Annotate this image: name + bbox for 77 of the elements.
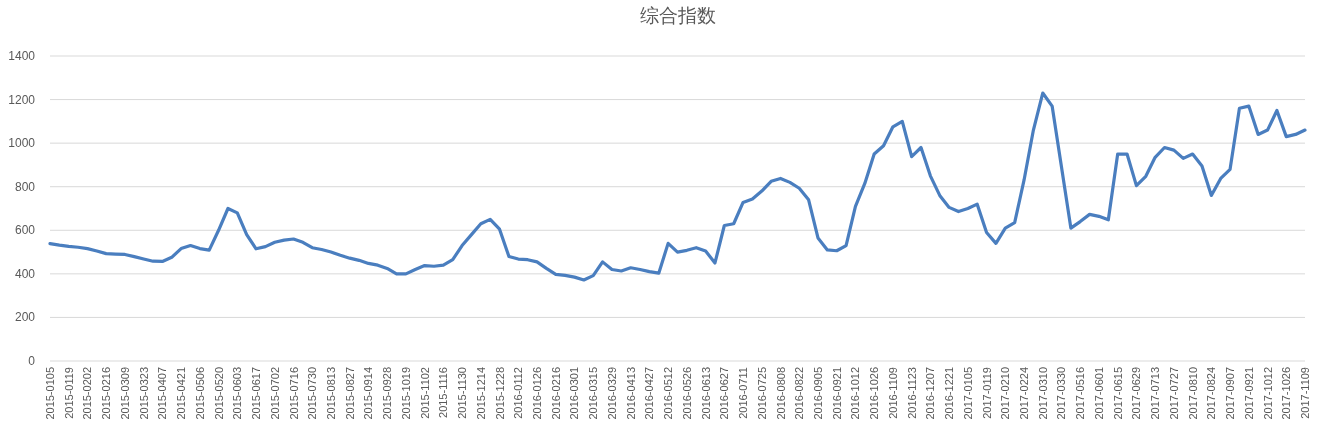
x-tick-label: 2015-0119: [62, 367, 75, 419]
x-tick-label: 2017-1026: [1280, 367, 1293, 420]
x-tick-label: 2016-0413: [624, 367, 637, 420]
x-tick-label: 2015-0506: [193, 367, 206, 420]
x-tick-label: 2016-0613: [699, 367, 712, 420]
x-tick-label: 2016-0526: [680, 367, 693, 420]
x-tick-label: 2015-0603: [231, 367, 244, 420]
x-tick-label: 2015-0730: [306, 367, 319, 420]
x-tick-label: 2015-0813: [324, 367, 337, 420]
x-tick-label: 2017-0105: [961, 367, 974, 420]
x-tick-label: 2016-0112: [512, 367, 525, 419]
x-tick-label: 2017-0810: [1186, 367, 1199, 420]
x-tick-label: 2015-1116: [437, 367, 450, 418]
y-tick-label: 1200: [8, 92, 36, 107]
x-tick-label: 2016-0921: [830, 367, 843, 420]
x-tick-label: 2015-0928: [381, 367, 394, 420]
x-tick-label: 2017-1012: [1261, 367, 1274, 420]
x-tick-label: 2015-0520: [212, 367, 225, 420]
x-tick-label: 2017-0713: [1149, 367, 1162, 420]
x-tick-label: 2015-0702: [268, 367, 281, 420]
x-tick-label: 2016-0822: [793, 367, 806, 420]
x-tick-label: 2017-1109: [1299, 367, 1311, 419]
x-tick-label: 2015-0716: [287, 367, 300, 420]
x-tick-label: 2016-0905: [811, 367, 824, 420]
y-tick-label: 1400: [8, 49, 36, 63]
x-tick-label: 2015-0309: [118, 367, 131, 420]
y-tick-label: 800: [14, 179, 36, 194]
x-tick-label: 2016-1026: [868, 367, 881, 420]
x-tick-label: 2016-1109: [886, 367, 899, 419]
x-tick-label: 2015-1214: [474, 367, 487, 420]
x-tick-label: 2017-0907: [1224, 367, 1237, 420]
x-tick-label: 2017-0330: [1055, 367, 1068, 420]
y-tick-label: 600: [14, 223, 36, 238]
x-tick-label: 2017-0310: [1036, 367, 1049, 420]
x-tick-label: 2016-0301: [568, 367, 581, 420]
x-tick-label: 2016-0329: [605, 367, 618, 420]
x-tick-label: 2017-0727: [1167, 367, 1180, 420]
x-tick-label: 2016-1221: [943, 367, 956, 420]
y-tick-label: 200: [14, 310, 36, 325]
x-tick-label: 2016-1012: [849, 367, 862, 420]
y-tick-label: 400: [14, 266, 36, 281]
x-tick-label: 2016-0126: [531, 367, 544, 420]
x-tick-label: 2015-0617: [250, 367, 263, 420]
x-tick-label: 2016-0216: [549, 367, 562, 420]
x-tick-label: 2015-0421: [175, 367, 188, 420]
x-tick-label: 2015-1102: [418, 367, 431, 419]
x-tick-label: 2016-0725: [755, 367, 768, 420]
x-tick-label: 2015-0827: [343, 367, 356, 420]
x-tick-label: 2016-1123: [905, 367, 918, 419]
x-tick-label: 2016-1207: [924, 367, 937, 420]
x-tick-label: 2015-1228: [493, 367, 506, 420]
x-tick-label: 2017-0629: [1130, 367, 1143, 420]
x-tick-label: 2017-0516: [1074, 367, 1087, 420]
x-tick-label: 2015-0105: [44, 367, 56, 420]
y-tick-label: 1000: [8, 136, 36, 151]
x-tick-label: 2016-0627: [718, 367, 731, 420]
x-tick-label: 2016-0808: [774, 367, 787, 420]
x-tick-label: 2016-0512: [662, 367, 675, 420]
x-tick-label: 2015-0216: [100, 367, 113, 420]
x-tick-label: 2017-0210: [999, 367, 1012, 420]
x-tick-label: 2017-0921: [1242, 367, 1255, 420]
x-tick-label: 2017-0824: [1205, 367, 1218, 420]
x-tick-label: 2015-0323: [137, 367, 150, 420]
x-tick-label: 2015-0914: [362, 367, 375, 420]
x-tick-label: 2016-0711: [737, 367, 750, 419]
x-tick-label: 2017-0119: [980, 367, 993, 419]
chart-title: 综合指数: [639, 5, 716, 26]
x-tick-label: 2015-0202: [81, 367, 94, 420]
x-tick-label: 2015-1019: [399, 367, 412, 420]
x-tick-label: 2017-0601: [1092, 367, 1105, 420]
x-tick-label: 2015-1130: [456, 367, 469, 419]
y-tick-label: 0: [28, 354, 36, 368]
x-tick-label: 2017-0224: [1018, 367, 1031, 420]
x-tick-label: 2016-0427: [643, 367, 656, 420]
x-tick-label: 2017-0615: [1111, 367, 1124, 420]
x-tick-label: 2016-0315: [587, 367, 600, 420]
x-tick-label: 2015-0407: [156, 367, 169, 420]
